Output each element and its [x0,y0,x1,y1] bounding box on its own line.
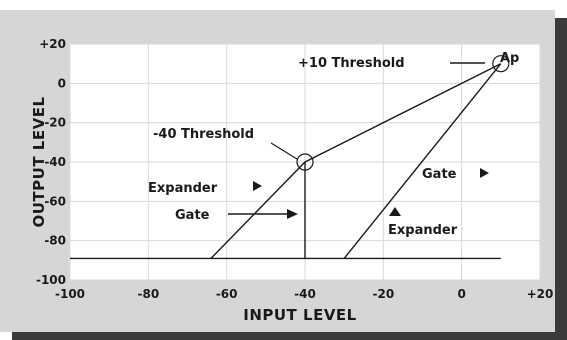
threshold-marker [296,153,314,171]
y-tick-label: -80 [44,234,66,248]
annotations: +10 Threshold Ap -40 Threshold Expander … [148,51,519,238]
series-line [343,63,502,259]
x-tick-label: -60 [216,287,238,301]
x-tick-label: -80 [137,287,159,301]
chart-lines [70,63,502,260]
y-tick-labels: +20 0 -20 -40 -60 -80 -100 [36,37,66,287]
arrow-right-icon [253,181,262,191]
y-axis-title: OUTPUT LEVEL [30,96,48,227]
annotation-expander-right: Expander [388,223,458,238]
annotation-threshold-minus40: -40 Threshold [153,127,254,142]
threshold-marker [492,55,510,73]
x-axis-title: INPUT LEVEL [243,306,356,324]
x-tick-label: -20 [372,287,394,301]
annotation-threshold-plus10: +10 Threshold [298,56,405,71]
y-tick-label: -40 [44,155,66,169]
leader-threshold-minus40 [270,142,298,160]
arrow-right-icon [480,168,489,178]
y-tick-label: -100 [36,273,66,287]
annotation-gate-left: Gate [175,208,210,223]
annotation-ap: Ap [500,51,519,66]
x-tick-labels: -100 -80 -60 -40 -20 0 +20 [55,287,553,301]
y-tick-label: 0 [58,76,66,90]
x-tick-label: +20 [527,287,554,301]
y-tick-label: -20 [44,116,66,130]
x-tick-label: 0 [457,287,465,301]
y-tick-label: +20 [39,37,66,51]
annotation-gate-right: Gate [422,167,457,182]
arrow-up-icon [389,207,401,216]
y-tick-label: -60 [44,194,66,208]
arrow-right-icon [287,209,298,219]
x-tick-label: -100 [55,287,85,301]
threshold-markers [296,55,510,171]
x-tick-label: -40 [294,287,316,301]
annotation-expander-left: Expander [148,181,218,196]
